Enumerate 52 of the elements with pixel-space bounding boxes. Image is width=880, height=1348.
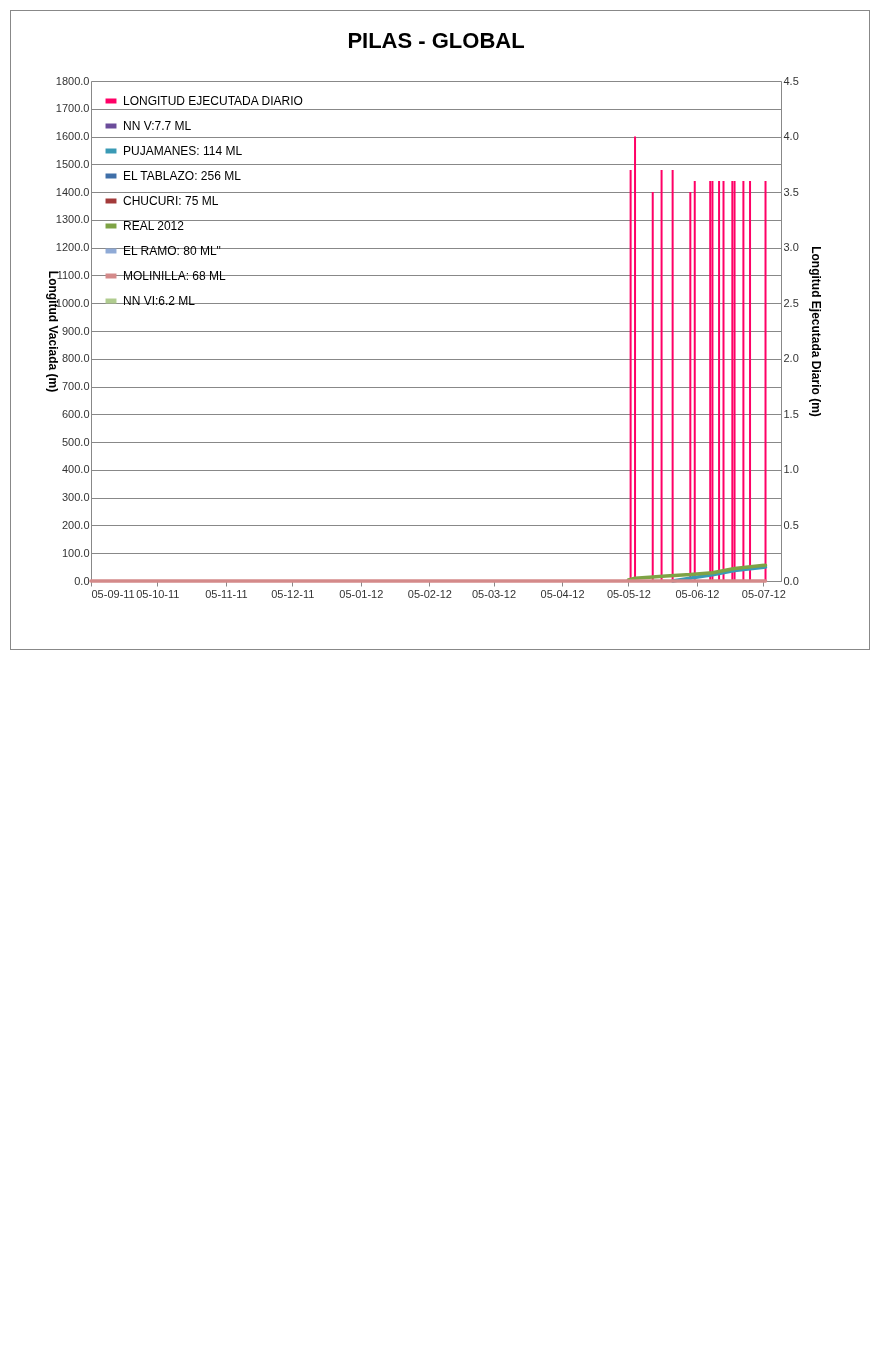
y2-tick-label: 0.0 bbox=[783, 574, 799, 587]
x-tick-label: 05-09-11 bbox=[91, 587, 135, 600]
legend-label: CHUCURI: 75 ML bbox=[123, 194, 219, 208]
x-tick-label: 05-12-11 bbox=[271, 587, 315, 600]
y2-axis-title: Longitud Ejecutada Diario (m) bbox=[808, 246, 823, 417]
y-tick-label: 1100.0 bbox=[56, 268, 90, 281]
x-tick-label: 05-06-12 bbox=[675, 587, 720, 600]
y-tick-label: 1600.0 bbox=[55, 130, 90, 143]
y2-tick-label: 3.0 bbox=[783, 241, 799, 254]
y2-tick-label: 3.5 bbox=[783, 185, 799, 198]
x-tick-label: 05-07-12 bbox=[741, 587, 786, 600]
y-tick-label: 1700.0 bbox=[55, 102, 90, 115]
y-tick-label: 100.0 bbox=[61, 546, 90, 559]
legend-label: EL RAMO: 80 ML" bbox=[123, 244, 221, 258]
y-tick-label: 1800.0 bbox=[55, 74, 90, 87]
y-tick-label: 800.0 bbox=[61, 352, 90, 365]
legend-label: LONGITUD EJECUTADA DIARIO bbox=[123, 94, 303, 108]
y2-tick-label: 1.5 bbox=[783, 407, 799, 420]
legend-label: MOLINILLA: 68 ML bbox=[123, 269, 227, 283]
x-tick-label: 05-10-11 bbox=[136, 587, 180, 600]
x-tick-label: 05-04-12 bbox=[540, 587, 585, 600]
x-tick-label: 05-02-12 bbox=[407, 587, 452, 600]
legend-label: NN VI:6.2 ML bbox=[123, 294, 196, 308]
legend-label: PUJAMANES: 114 ML bbox=[123, 144, 243, 158]
y-tick-label: 900.0 bbox=[61, 324, 90, 337]
y2-tick-label: 4.0 bbox=[783, 130, 799, 143]
y-tick-label: 700.0 bbox=[61, 380, 90, 393]
y2-tick-label: 0.5 bbox=[783, 518, 799, 531]
x-tick-label: 05-11-11 bbox=[205, 587, 248, 600]
line-series bbox=[626, 563, 768, 582]
y-tick-label: 400.0 bbox=[61, 463, 90, 476]
y-tick-label: 600.0 bbox=[61, 407, 90, 420]
y-tick-label: 1400.0 bbox=[55, 185, 90, 198]
y-tick-label: 1200.0 bbox=[55, 241, 90, 254]
legend-label: EL TABLAZO: 256 ML bbox=[123, 169, 242, 183]
chart-title: PILAS - GLOBAL bbox=[347, 28, 525, 53]
legend-label: NN V:7.7 ML bbox=[123, 119, 192, 133]
x-tick-label: 05-05-12 bbox=[606, 587, 651, 600]
y2-tick-label: 4.5 bbox=[783, 74, 799, 87]
y-tick-label: 1500.0 bbox=[55, 157, 90, 170]
y-tick-label: 200.0 bbox=[61, 518, 90, 531]
y-tick-label: 0.0 bbox=[74, 574, 90, 587]
y-tick-label: 1300.0 bbox=[55, 213, 90, 226]
x-tick-label: 05-01-12 bbox=[339, 587, 384, 600]
y2-tick-label: 2.5 bbox=[783, 296, 799, 309]
y2-tick-label: 2.0 bbox=[783, 352, 799, 365]
y-tick-label: 1000.0 bbox=[55, 296, 90, 309]
y-tick-label: 300.0 bbox=[61, 491, 90, 504]
y2-tick-label: 1.0 bbox=[783, 463, 799, 476]
y-tick-label: 500.0 bbox=[61, 435, 90, 448]
x-tick-label: 05-03-12 bbox=[471, 587, 517, 600]
legend-label: REAL 2012 bbox=[123, 219, 185, 233]
